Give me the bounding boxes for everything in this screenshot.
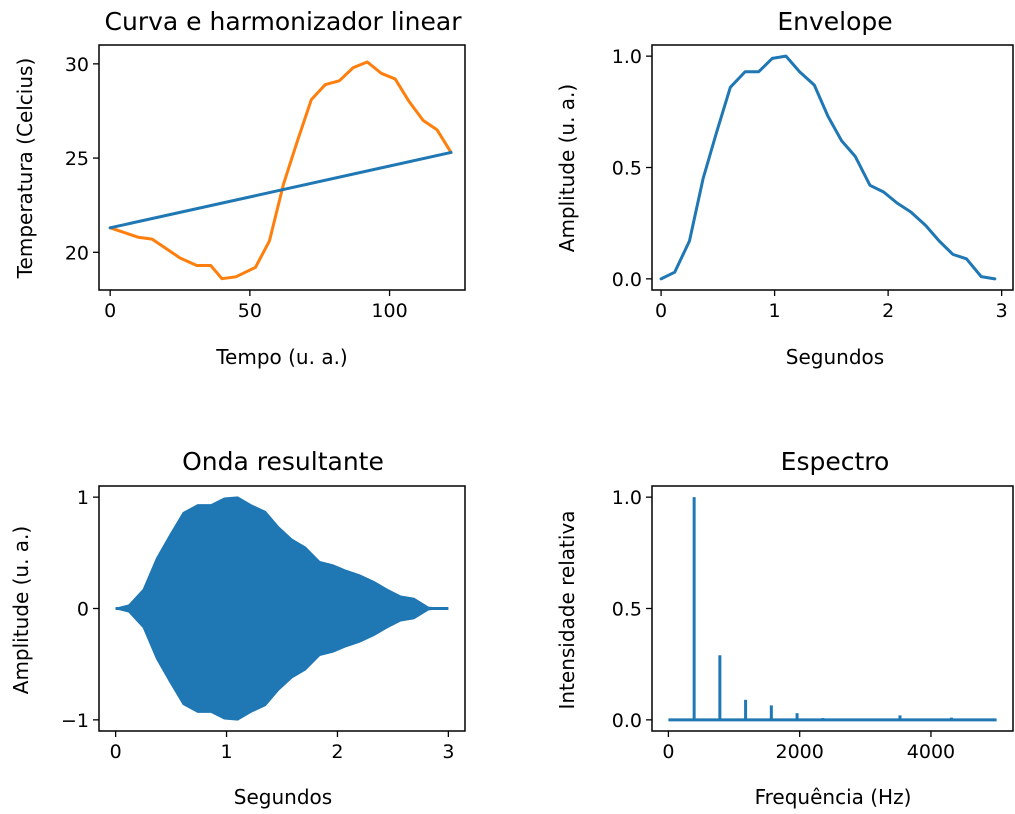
x-axis-label: Frequência (Hz) bbox=[755, 785, 912, 809]
x-tick-label: 50 bbox=[238, 300, 262, 322]
x-axis-label: Segundos bbox=[786, 345, 884, 369]
y-tick-label: 30 bbox=[65, 54, 89, 76]
x-tick-label: 0 bbox=[104, 300, 116, 322]
x-tick-label: 0 bbox=[110, 741, 122, 763]
x-tick-label: 2 bbox=[331, 741, 343, 763]
series-line bbox=[108, 60, 453, 281]
series-line bbox=[108, 150, 453, 230]
panel-espectro: Espectro Frequência (Hz) Intensidade rel… bbox=[555, 447, 1014, 809]
x-axis-label: Segundos bbox=[234, 785, 332, 809]
chart-title: Envelope bbox=[777, 7, 892, 36]
series-line bbox=[659, 54, 997, 281]
axes-frame bbox=[98, 44, 466, 291]
tick-group: 0 50 100 20 25 30 bbox=[65, 54, 408, 322]
y-tick-label: 20 bbox=[65, 242, 89, 264]
x-tick-label: 1 bbox=[769, 300, 781, 322]
x-tick-label: 4000 bbox=[907, 741, 955, 763]
x-tick-label: 100 bbox=[371, 300, 407, 322]
panel-curva-harmonizador: Curva e harmonizador linear Tempo (u. a.… bbox=[13, 7, 466, 369]
x-axis-label: Tempo (u. a.) bbox=[215, 345, 348, 369]
y-tick-label: 1.0 bbox=[612, 487, 642, 509]
y-tick-label: 0.5 bbox=[612, 599, 642, 621]
y-axis-label: Intensidade relativa bbox=[555, 510, 579, 709]
y-tick-label: −1 bbox=[61, 710, 89, 732]
panel-envelope: Envelope Segundos Amplitude (u. a.) 0 1 2 3… bbox=[555, 7, 1014, 369]
y-tick-label: 0.5 bbox=[612, 158, 642, 180]
chart-title: Espectro bbox=[781, 447, 890, 476]
x-tick-label: 3 bbox=[442, 741, 454, 763]
x-tick-label: 0 bbox=[655, 300, 667, 322]
y-tick-label: 0.0 bbox=[612, 710, 642, 732]
y-tick-label: 0.0 bbox=[612, 269, 642, 291]
x-tick-label: 0 bbox=[662, 741, 674, 763]
y-axis-label: Amplitude (u. a.) bbox=[9, 526, 33, 694]
plot-area bbox=[115, 496, 449, 721]
chart-title: Onda resultante bbox=[182, 447, 384, 476]
tick-group: 0 1 2 3 0.0 0.5 1.0 bbox=[612, 46, 1008, 322]
y-tick-label: 1 bbox=[77, 487, 89, 509]
x-tick-label: 2 bbox=[882, 300, 894, 322]
plot-area bbox=[659, 54, 997, 281]
y-axis-label: Amplitude (u. a.) bbox=[555, 84, 579, 252]
tick-group: 0 2000 4000 0.0 0.5 1.0 bbox=[612, 487, 955, 763]
plot-area bbox=[108, 60, 453, 281]
y-tick-label: 25 bbox=[65, 148, 89, 170]
y-axis-label: Temperatura (Celcius) bbox=[13, 58, 37, 280]
plot-area bbox=[668, 497, 997, 722]
axes-frame bbox=[651, 485, 1014, 732]
x-tick-label: 2000 bbox=[776, 741, 824, 763]
chart-title: Curva e harmonizador linear bbox=[105, 7, 463, 36]
x-tick-label: 3 bbox=[996, 300, 1008, 322]
y-tick-label: 0 bbox=[77, 599, 89, 621]
y-tick-label: 1.0 bbox=[612, 46, 642, 68]
tick-group: 0 1 2 3 −1 0 1 bbox=[61, 487, 454, 763]
x-tick-label: 1 bbox=[220, 741, 232, 763]
panel-onda-resultante: Onda resultante Segundos Amplitude (u. a… bbox=[9, 447, 466, 809]
